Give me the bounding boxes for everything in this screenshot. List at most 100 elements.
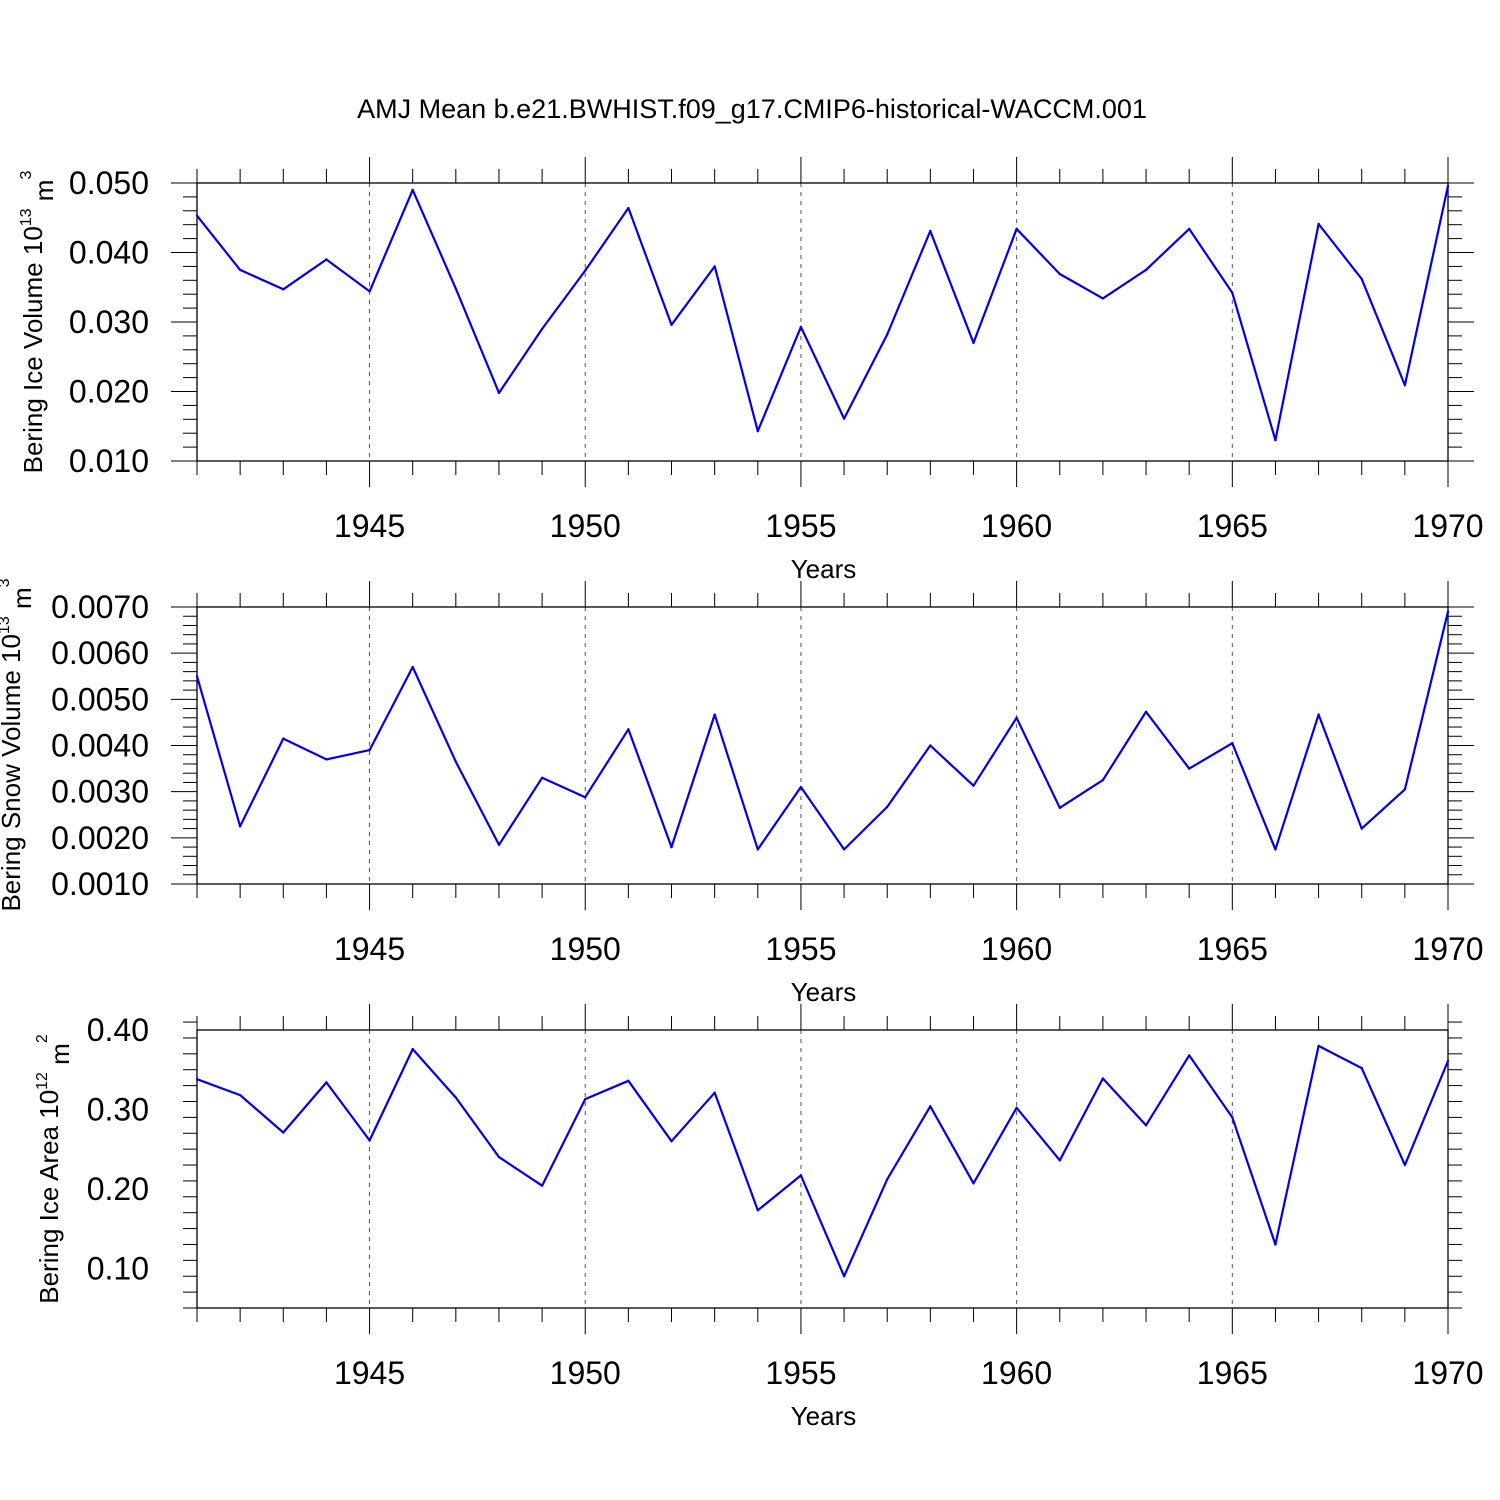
data-point bbox=[886, 805, 889, 809]
series-line bbox=[195, 611, 1450, 851]
data-point bbox=[670, 1140, 673, 1143]
y-tick-label: 0.0040 bbox=[51, 728, 149, 764]
y-tick-label: 0.0060 bbox=[51, 635, 149, 671]
data-point bbox=[238, 1093, 242, 1097]
data-point bbox=[842, 848, 846, 851]
data-point bbox=[454, 287, 458, 290]
data-point bbox=[756, 1209, 759, 1212]
data-point bbox=[454, 760, 458, 763]
data-point bbox=[1058, 1159, 1061, 1162]
data-point bbox=[411, 1047, 414, 1051]
data-point bbox=[325, 1081, 328, 1084]
x-tick-label: 1945 bbox=[334, 508, 405, 544]
x-tick-label: 1970 bbox=[1412, 931, 1483, 967]
x-tick-label: 1965 bbox=[1197, 508, 1268, 544]
data-point bbox=[929, 1105, 932, 1108]
series-line bbox=[196, 185, 1450, 442]
data-point bbox=[238, 825, 242, 828]
data-point bbox=[584, 269, 587, 272]
data-point bbox=[1231, 291, 1234, 295]
data-point bbox=[368, 290, 371, 293]
data-point bbox=[1403, 788, 1407, 791]
data-point bbox=[627, 728, 630, 731]
data-point bbox=[1317, 1044, 1320, 1048]
data-point bbox=[713, 1091, 716, 1094]
x-axis-title: Years bbox=[791, 977, 857, 1007]
data-point bbox=[1144, 710, 1148, 713]
y-tick-label: 0.0020 bbox=[51, 820, 149, 856]
data-point bbox=[1274, 848, 1277, 851]
data-point bbox=[1144, 268, 1148, 272]
data-point bbox=[325, 758, 328, 761]
data-point bbox=[282, 288, 285, 291]
data-point bbox=[713, 713, 716, 716]
data-point bbox=[1446, 184, 1450, 187]
data-point bbox=[627, 1079, 630, 1083]
y-tick-label: 0.0050 bbox=[51, 681, 149, 717]
plot-frame bbox=[196, 606, 1449, 885]
x-tick-label: 1950 bbox=[550, 931, 621, 967]
data-point bbox=[1015, 716, 1018, 719]
data-point bbox=[325, 258, 328, 261]
panels: 1945 1950 1955 1960 1965 1970 Years 0.010 0.020 0… bbox=[0, 157, 1484, 1431]
data-point bbox=[540, 1184, 544, 1187]
data-point bbox=[670, 845, 673, 849]
data-point bbox=[799, 785, 803, 789]
data-point bbox=[1101, 778, 1105, 782]
data-point bbox=[540, 776, 544, 780]
y-tick-label: 0.030 bbox=[69, 304, 149, 340]
x-axis-title: Years bbox=[791, 554, 857, 584]
data-point bbox=[411, 188, 414, 192]
data-point bbox=[282, 737, 285, 740]
x-tick-label: 1960 bbox=[981, 508, 1052, 544]
y-tick-label: 0.0030 bbox=[51, 774, 149, 810]
data-point bbox=[368, 1139, 371, 1142]
data-point bbox=[756, 429, 759, 433]
x-tick-label: 1970 bbox=[1412, 1355, 1483, 1391]
data-point bbox=[1360, 277, 1363, 281]
data-point bbox=[1274, 1243, 1277, 1246]
x-tick-label: 1965 bbox=[1197, 931, 1268, 967]
data-point bbox=[1360, 827, 1363, 830]
data-point bbox=[584, 796, 587, 799]
x-tick-label: 1945 bbox=[334, 931, 405, 967]
data-point bbox=[1403, 1163, 1407, 1167]
data-point bbox=[799, 1174, 803, 1177]
figure-title: AMJ Mean b.e21.BWHIST.f09_g17.CMIP6-hist… bbox=[357, 94, 1147, 124]
data-point bbox=[1015, 1106, 1018, 1110]
data-point bbox=[1058, 272, 1061, 276]
data-point bbox=[1187, 227, 1191, 231]
x-tick-label: 1955 bbox=[765, 508, 836, 544]
data-point bbox=[1446, 1059, 1450, 1063]
data-point bbox=[1144, 1124, 1148, 1127]
data-point bbox=[670, 323, 673, 326]
x-tick-label: 1955 bbox=[765, 1355, 836, 1391]
data-point bbox=[1403, 384, 1407, 387]
data-point bbox=[842, 417, 846, 420]
data-point bbox=[972, 784, 975, 787]
y-axis-title: Bering Snow Volume 1013 m3 bbox=[0, 578, 37, 911]
data-point bbox=[1015, 227, 1018, 231]
data-point bbox=[497, 843, 501, 846]
data-point bbox=[799, 325, 803, 329]
y-tick-label: 0.040 bbox=[69, 235, 149, 271]
data-point bbox=[584, 1097, 587, 1101]
data-point bbox=[713, 265, 716, 268]
data-point bbox=[368, 748, 371, 752]
data-point bbox=[1317, 222, 1320, 226]
plot-frame bbox=[196, 1029, 1449, 1309]
panel-2: 1945 1950 1955 1960 1965 1970 Years 0.0010 0.002… bbox=[0, 578, 1484, 1007]
y-axis-title: Bering Ice Volume 1013 m3 bbox=[18, 171, 59, 474]
x-axis-title: Years bbox=[791, 1401, 857, 1431]
x-tick-label: 1970 bbox=[1412, 508, 1483, 544]
data-point bbox=[886, 333, 889, 336]
data-point bbox=[195, 675, 199, 678]
data-point bbox=[1446, 610, 1450, 613]
data-point bbox=[411, 665, 414, 669]
data-point bbox=[195, 214, 199, 217]
data-point bbox=[497, 1155, 501, 1159]
y-tick-label: 0.40 bbox=[87, 1012, 149, 1048]
data-point bbox=[238, 268, 242, 272]
data-point bbox=[497, 391, 501, 395]
